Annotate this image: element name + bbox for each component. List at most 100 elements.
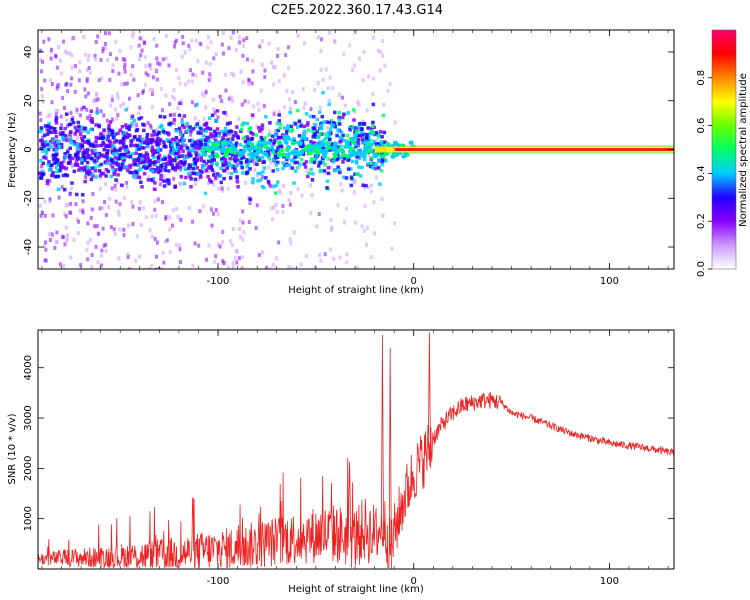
spectrogram-noise-cell bbox=[221, 188, 225, 193]
spectrogram-band-cell bbox=[241, 171, 245, 175]
spectrogram-noise-cell bbox=[238, 218, 242, 223]
spectrogram-band-cell bbox=[350, 159, 355, 164]
spectrogram-noise-cell bbox=[278, 190, 282, 195]
spectrogram-noise-cell bbox=[109, 225, 113, 230]
spectrogram-noise-cell bbox=[305, 168, 309, 173]
spectrogram-noise-cell bbox=[275, 256, 279, 261]
spectrogram-band-cell bbox=[110, 158, 114, 162]
spectrogram-band-cell bbox=[98, 132, 103, 136]
spectrogram-noise-cell bbox=[150, 92, 154, 97]
spectrogram-band-cell bbox=[173, 185, 177, 189]
spectrogram-band-cell bbox=[97, 124, 101, 129]
spectrogram-band-cell bbox=[275, 180, 280, 184]
spectrogram-band-cell bbox=[119, 146, 123, 150]
spectrogram-noise-cell bbox=[211, 135, 215, 140]
spectrogram-band-cell bbox=[260, 123, 265, 127]
spectrogram-band-cell bbox=[335, 148, 339, 153]
spectrogram-band-cell bbox=[163, 168, 168, 172]
spectrogram-band-cell bbox=[48, 130, 53, 135]
spectrogram-band-cell bbox=[369, 161, 373, 165]
spectrogram-band-cell bbox=[373, 166, 378, 171]
spectrogram-band-cell bbox=[263, 136, 267, 140]
spectrogram-band-cell bbox=[303, 165, 308, 169]
spectrogram-band-cell bbox=[362, 132, 366, 137]
spectrogram-band-cell bbox=[187, 151, 192, 156]
spectrogram-band-cell bbox=[345, 133, 350, 138]
spectrogram-noise-cell bbox=[289, 190, 293, 195]
spectrogram-band-cell bbox=[112, 159, 116, 163]
spectrogram-band-cell bbox=[149, 138, 154, 142]
spectrogram-band-cell bbox=[331, 123, 336, 127]
spectrogram-band-cell bbox=[290, 128, 295, 132]
spectrogram-band-cell bbox=[355, 155, 359, 159]
spectrogram-noise-cell bbox=[171, 95, 175, 100]
spectrogram-band-cell bbox=[275, 160, 280, 165]
spectrogram-noise-cell bbox=[48, 197, 52, 202]
spectrogram-band-cell bbox=[183, 160, 187, 164]
spectrogram-band-cell bbox=[259, 178, 263, 182]
spectrogram-noise-cell bbox=[121, 101, 125, 106]
spectrogram-noise-cell bbox=[104, 46, 108, 51]
spectrogram-band-cell bbox=[216, 172, 220, 176]
spectrogram-noise-cell bbox=[46, 114, 50, 119]
spectrogram-band-cell bbox=[243, 135, 248, 140]
spectrogram-band-cell bbox=[309, 159, 313, 164]
spectrogram-noise-cell bbox=[77, 78, 81, 83]
spectrogram-band-cell bbox=[109, 131, 113, 135]
spectrogram-band-cell bbox=[245, 158, 249, 162]
spectrogram-band-cell bbox=[381, 113, 386, 118]
spectrogram-noise-cell bbox=[234, 47, 238, 52]
spectrogram-band-cell bbox=[57, 144, 61, 148]
spectrogram-band-cell bbox=[82, 158, 87, 162]
spectrogram-noise-cell bbox=[137, 43, 141, 48]
spectrogram-band-cell bbox=[266, 149, 270, 153]
spectrogram-ytick-label: 20 bbox=[23, 94, 34, 107]
spectrogram-noise-cell bbox=[231, 30, 235, 35]
spectrogram-noise-cell bbox=[54, 112, 58, 117]
spectrogram-band-cell bbox=[167, 132, 171, 136]
spectrogram-band-cell bbox=[309, 148, 314, 153]
spectrogram-band-cell bbox=[332, 110, 337, 115]
spectrogram-noise-cell bbox=[288, 237, 292, 242]
spectrogram-noise-cell bbox=[381, 213, 385, 218]
spectrogram-noise-cell bbox=[147, 267, 151, 269]
spectrogram-band-cell bbox=[61, 173, 66, 178]
spectrogram-noise-cell bbox=[108, 77, 112, 82]
spectrogram-band-cell bbox=[291, 157, 296, 162]
spectrogram-bright-spot bbox=[208, 154, 214, 159]
spectrogram-noise-cell bbox=[212, 183, 216, 188]
spectrogram-noise-cell bbox=[161, 108, 165, 113]
spectrogram-noise-cell bbox=[286, 45, 290, 50]
spectrogram-bright-spot bbox=[356, 151, 362, 156]
spectrogram-band-cell bbox=[106, 158, 110, 162]
spectrogram-band-cell bbox=[318, 160, 323, 165]
spectrogram-band-cell bbox=[349, 176, 354, 180]
spectrogram-band-cell bbox=[255, 157, 259, 162]
snr-marks bbox=[38, 332, 674, 569]
spectrogram-band-cell bbox=[99, 162, 103, 167]
spectrogram-band-cell bbox=[296, 154, 300, 159]
spectrogram-band-cell bbox=[248, 152, 253, 157]
spectrogram-band-cell bbox=[54, 116, 59, 120]
spectrogram-noise-cell bbox=[202, 93, 206, 98]
snr-ytick-label: 4000 bbox=[23, 355, 34, 380]
spectrogram-band-cell bbox=[260, 150, 265, 155]
spectrogram-band-cell bbox=[248, 197, 253, 201]
spectrogram-noise-cell bbox=[126, 255, 130, 260]
spectrogram-bright-spot bbox=[390, 154, 396, 159]
spectrogram-band-cell bbox=[108, 139, 112, 143]
spectrogram-band-cell bbox=[204, 161, 209, 166]
spectrogram-band-cell bbox=[40, 142, 45, 147]
spectrogram-band-cell bbox=[321, 139, 326, 143]
spectrogram-noise-cell bbox=[371, 76, 375, 81]
spectrogram-band-cell bbox=[74, 161, 78, 166]
spectrogram-band-cell bbox=[171, 158, 175, 162]
spectrogram-band-cell bbox=[207, 178, 212, 182]
spectrogram-noise-cell bbox=[66, 123, 70, 128]
spectrogram-band-cell bbox=[159, 177, 163, 182]
spectrogram-band-cell bbox=[341, 115, 345, 120]
spectrogram-noise-cell bbox=[49, 78, 53, 83]
spectrogram-band-cell bbox=[142, 154, 146, 158]
spectrogram-noise-cell bbox=[269, 160, 273, 165]
